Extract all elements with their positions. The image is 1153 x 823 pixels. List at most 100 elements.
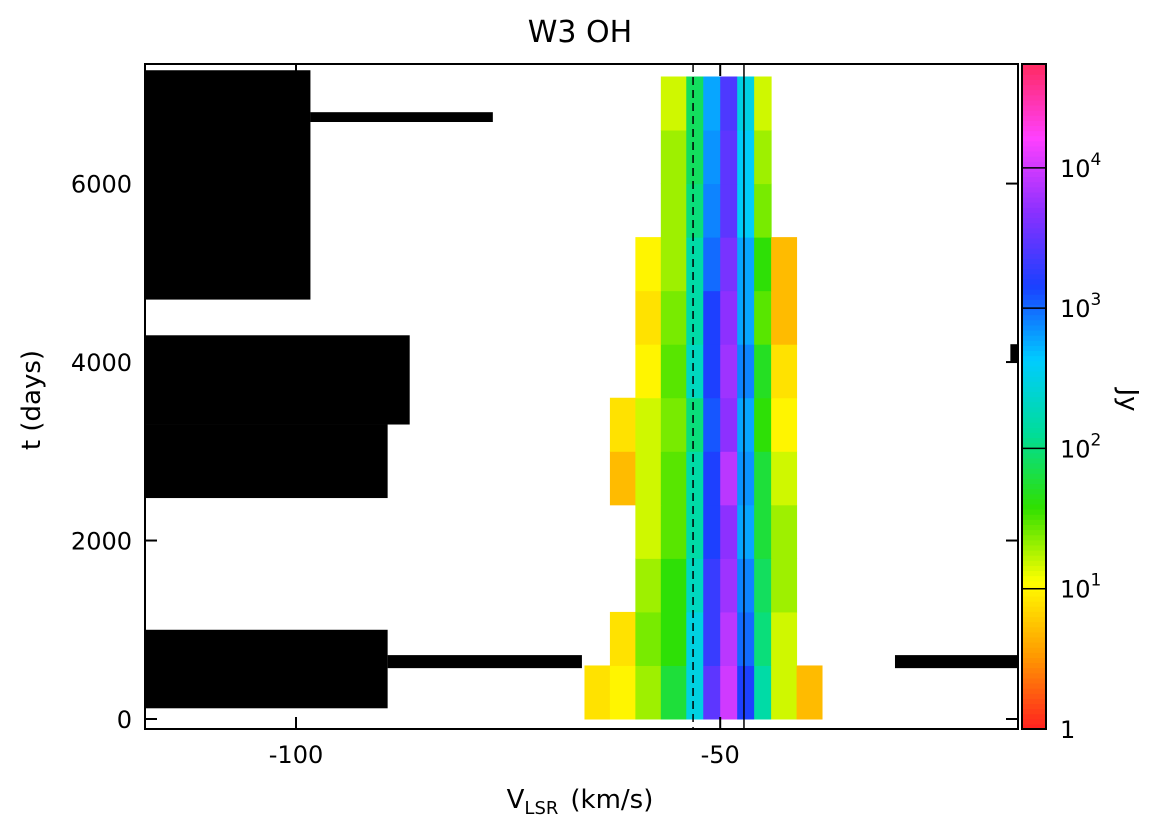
colorbar-segment — [1022, 84, 1046, 91]
colorbar-segment — [1022, 304, 1046, 311]
colorbar-segment — [1022, 156, 1046, 162]
heatmap-cell — [660, 504, 687, 559]
colorbar-segment — [1022, 222, 1046, 229]
colorbar-segment — [1022, 94, 1046, 101]
y-tick-label: 0 — [117, 706, 132, 734]
colorbar-segment — [1022, 524, 1046, 531]
colorbar-segment — [1022, 253, 1046, 259]
colorbar-segment — [1022, 207, 1046, 213]
heatmap-cell — [635, 558, 662, 613]
heatmap-cell — [737, 183, 755, 238]
colorbar-segment — [1022, 519, 1046, 525]
colorbar-segment — [1022, 611, 1046, 618]
colorbar-segment — [1022, 350, 1046, 357]
colorbar-segment — [1022, 601, 1046, 607]
heatmap-cell — [686, 451, 704, 506]
colorbar-segment — [1022, 140, 1046, 147]
heatmap-cell — [737, 237, 755, 292]
colorbar-segment — [1022, 217, 1046, 224]
colorbar-segment — [1022, 150, 1046, 157]
colorbar-segment — [1022, 130, 1046, 137]
heatmap-cell — [609, 451, 636, 506]
heatmap-cell — [737, 344, 755, 399]
colorbar-segment — [1022, 309, 1046, 316]
heatmap-cell — [703, 558, 721, 613]
colorbar-segment — [1022, 258, 1046, 265]
colorbar-segment — [1022, 330, 1046, 336]
colorbar-segment — [1022, 463, 1046, 469]
colorbar-segment — [1022, 560, 1046, 566]
heatmap-cell — [686, 611, 704, 666]
colorbar-segment — [1022, 555, 1046, 561]
colorbar-tick-label: 104 — [1060, 150, 1101, 183]
heatmap-cell — [771, 290, 798, 345]
heatmap-cell — [703, 290, 721, 345]
colorbar-segment — [1022, 662, 1046, 669]
colorbar-segment — [1022, 473, 1046, 479]
heatmap-cell — [703, 183, 721, 238]
colorbar-segment — [1022, 606, 1046, 612]
colorbar-label: Jy — [1113, 386, 1143, 411]
colorbar-segment — [1022, 575, 1046, 582]
colorbar-segment — [1022, 422, 1046, 428]
colorbar-tick-exponent: 2 — [1091, 430, 1102, 450]
heatmap-cell — [796, 665, 823, 720]
colorbar-segment — [1022, 483, 1046, 490]
colorbar-segment — [1022, 698, 1046, 705]
colorbar-segment — [1022, 69, 1046, 75]
colorbar-segment — [1022, 237, 1046, 244]
colorbar-segment — [1022, 191, 1046, 198]
x-tick-label: -50 — [701, 741, 740, 769]
heatmap-cell — [660, 130, 687, 185]
colorbar-segment — [1022, 437, 1046, 444]
heatmap-cell — [609, 665, 636, 720]
colorbar-segment — [1022, 447, 1046, 454]
colorbar-segment — [1022, 79, 1046, 86]
heatmap-cell — [703, 237, 721, 292]
colorbar-segment — [1022, 289, 1046, 295]
heatmap-cell — [635, 344, 662, 399]
colorbar-segment — [1022, 549, 1046, 556]
colorbar-tick-base: 10 — [1060, 155, 1091, 183]
colorbar-segment — [1022, 539, 1046, 546]
no-data-region — [310, 112, 493, 123]
colorbar-segment — [1022, 135, 1046, 142]
heatmap-cell — [703, 451, 721, 506]
heatmap-cell — [703, 504, 721, 559]
colorbar-tick-exponent: 1 — [1091, 571, 1102, 591]
colorbar-segment — [1022, 565, 1046, 572]
heatmap-cell — [635, 665, 662, 720]
x-axis-label: VLSR (km/s) — [507, 785, 654, 819]
colorbar-segment — [1022, 396, 1046, 403]
heatmap-cell — [660, 344, 687, 399]
colorbar-segment — [1022, 340, 1046, 346]
colorbar-segment — [1022, 708, 1046, 715]
colorbar-segment — [1022, 89, 1046, 96]
heatmap-cell — [737, 397, 755, 452]
colorbar-segment — [1022, 493, 1046, 500]
heatmap-cell — [737, 290, 755, 345]
colorbar-segment — [1022, 723, 1046, 730]
colorbar-segment — [1022, 688, 1046, 694]
colorbar-segment — [1022, 514, 1046, 520]
colorbar-segment — [1022, 386, 1046, 392]
colorbar-segment — [1022, 355, 1046, 362]
heatmap-cell — [635, 237, 662, 292]
colorbar-segment — [1022, 667, 1046, 674]
colorbar-segment — [1022, 672, 1046, 679]
colorbar-segment — [1022, 411, 1046, 418]
heatmap-cell — [703, 665, 721, 720]
heatmap-cell — [771, 504, 798, 559]
heatmap-cell — [635, 290, 662, 345]
no-data-region — [145, 70, 311, 300]
no-data-region — [894, 655, 1018, 669]
colorbar-segment — [1022, 488, 1046, 495]
heatmap-cell — [720, 76, 738, 131]
y-tick-label: 4000 — [71, 349, 132, 377]
colorbar-segment — [1022, 283, 1046, 290]
heatmap-cell — [720, 237, 738, 292]
colorbar-segment — [1022, 360, 1046, 367]
heatmap-cell — [720, 397, 738, 452]
heatmap-cell — [686, 397, 704, 452]
